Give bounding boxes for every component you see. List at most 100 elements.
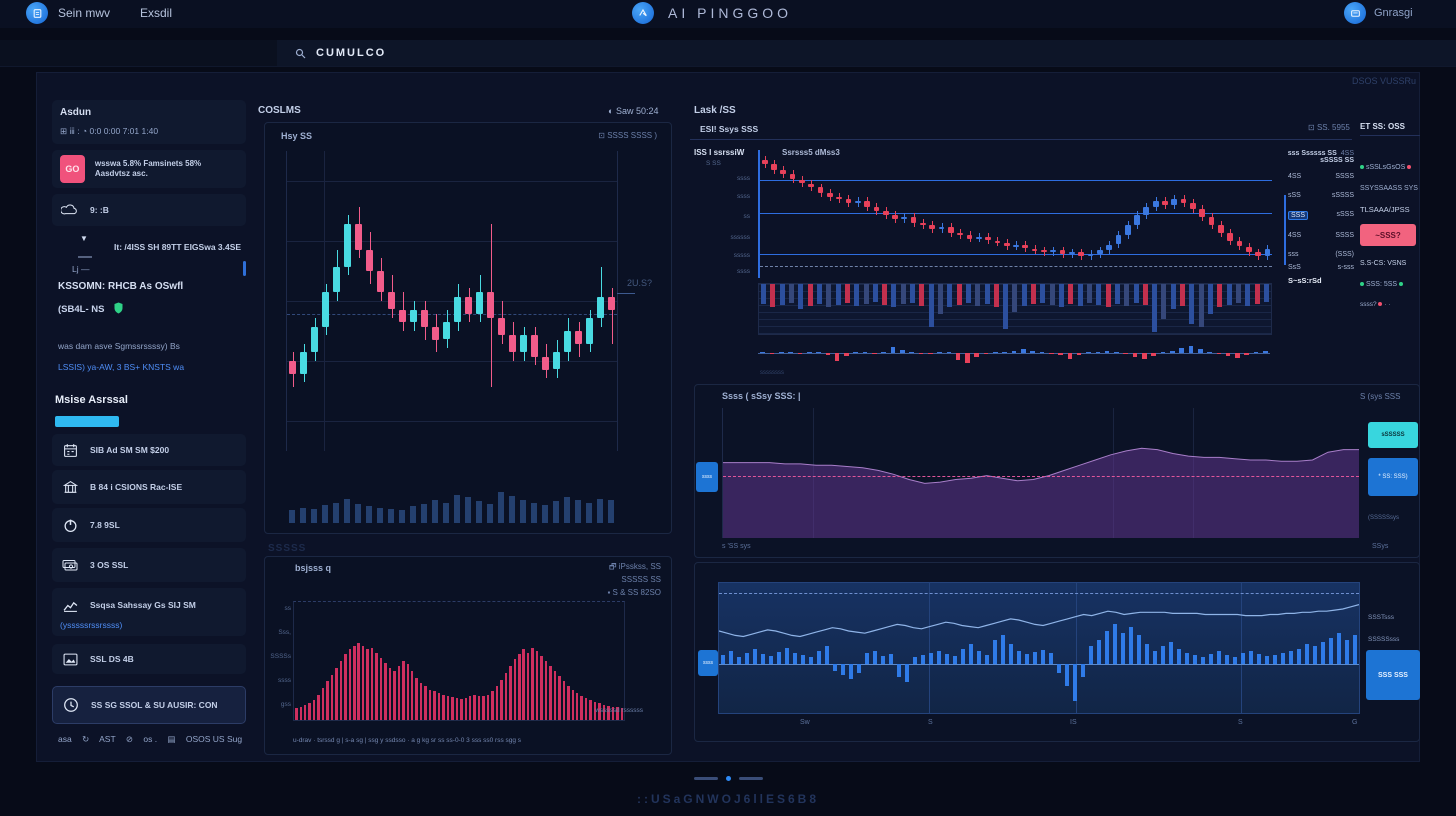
ps-val: SSSS bbox=[1335, 173, 1354, 180]
sidebar-item-label: SSL DS 4B bbox=[90, 654, 134, 664]
sidebar-cloud-item[interactable]: 9: :B bbox=[52, 194, 246, 226]
area-cyan-chip[interactable]: sSSSSS bbox=[1368, 422, 1418, 448]
sidebar-item-calendar[interactable]: SIB Ad SM SM $200 bbox=[52, 434, 246, 466]
search-bar-row: CUMULCO bbox=[0, 40, 1456, 67]
sidebar-item-chart[interactable]: Ssqsa Sahssay Gs SIJ SM (ysssssrssrssss) bbox=[52, 588, 246, 636]
price-scale-h1: sss Ssssss SS bbox=[1288, 150, 1337, 157]
area-chip-sub: (SSSSSsys bbox=[1368, 515, 1399, 521]
sidebar-item-sublink[interactable]: (ysssssrssrssss) bbox=[60, 620, 246, 630]
camera-icon[interactable]: ⊡ bbox=[598, 131, 605, 140]
sidebar-badge-line: (SB4L- NS bbox=[58, 302, 124, 315]
meta-line2: SSSSS SS bbox=[607, 575, 661, 584]
nav-item-2[interactable]: Exsdil bbox=[140, 6, 172, 20]
profile-label[interactable]: Gnrasgi bbox=[1374, 7, 1413, 19]
footer-watermark: ::USaGNWOJ6llES6B8 bbox=[0, 792, 1456, 806]
price-scale-row: sss(SSS) bbox=[1288, 251, 1354, 258]
candlestick-card-right-text: SSSS SSSS ) bbox=[607, 131, 657, 140]
search-input[interactable]: CUMULCO bbox=[277, 40, 1456, 66]
order-header: ET SS: OSS bbox=[1360, 122, 1420, 136]
right-subheader[interactable]: ESI! Ssys SSS bbox=[700, 124, 758, 134]
pagination-dot-active[interactable] bbox=[726, 776, 731, 781]
right-oscillator-plot bbox=[758, 338, 1270, 368]
right-col-left[interactable]: ISS I ssrssiW bbox=[694, 148, 744, 157]
sell-button[interactable]: ~SSS? bbox=[1360, 224, 1416, 246]
block-icon[interactable]: ⊘ bbox=[126, 734, 133, 744]
sidebar-item-clock[interactable]: SS SG SSOL & SU AUSIR: CON bbox=[52, 686, 246, 724]
candlestick-card-actions[interactable]: ⊡ SSSS SSSS ) bbox=[598, 131, 657, 140]
y-axis-label: ssss bbox=[267, 677, 291, 684]
divider bbox=[690, 139, 1352, 140]
clock-icon bbox=[61, 695, 81, 715]
clock-small-icon: ◔ bbox=[82, 126, 87, 136]
center-toolbar[interactable]: ◐ Saw 50:24 bbox=[608, 106, 658, 116]
y-axis-label: ss bbox=[267, 605, 291, 612]
window-icon[interactable]: 🗗 bbox=[609, 562, 617, 571]
pagination-dash[interactable] bbox=[739, 777, 763, 780]
sidebar-footer-row: asa ↻ AST ⊘ os . ▤ OSOS US Sug bbox=[58, 734, 242, 745]
refresh-icon[interactable]: ↻ bbox=[82, 734, 89, 744]
brand-icon[interactable] bbox=[26, 2, 48, 24]
sidebar-section-card: Asdun ⊞ ⅲ : ◔ 0:0 0:00 7:01 1:40 bbox=[52, 100, 246, 144]
y-axis-label: ss bbox=[692, 213, 750, 220]
right-badge-text: SS. 5955 bbox=[1317, 123, 1350, 132]
chevron-down-icon: ▼ bbox=[80, 234, 88, 243]
area-plot bbox=[722, 408, 1359, 538]
main-candle-plot bbox=[286, 151, 618, 451]
nav-item-1[interactable]: Sein mwv bbox=[58, 6, 110, 20]
camera-icon[interactable]: ⊡ bbox=[1308, 123, 1315, 132]
go-card-label: wsswa 5.8% Famsinets 58% Aasdvtsz asc. bbox=[95, 159, 238, 180]
order-row-text: ssss? bbox=[1360, 301, 1377, 308]
order-row-3: TLSAAA/JPSS bbox=[1360, 205, 1420, 214]
footer-token: asa bbox=[58, 734, 72, 744]
cloud-icon bbox=[60, 200, 80, 220]
cloud-item-label: 9: :B bbox=[90, 205, 109, 215]
order-panel: ET SS: OSS sSSLsGsOS SSYSSAASS SYS TLSAA… bbox=[1360, 122, 1420, 308]
blue-right-text-1: SSSTsss bbox=[1368, 614, 1394, 621]
sidebar-item-label: SIB Ad SM SM $200 bbox=[90, 445, 169, 455]
sidebar-item-cash[interactable]: 3 OS SSL bbox=[52, 548, 246, 582]
y-axis-label: ssss bbox=[692, 193, 750, 200]
right-col-sub: S SS bbox=[706, 160, 721, 167]
sidebar-item-label: SS SG SSOL & SU AUSIR: CON bbox=[91, 700, 218, 710]
sidebar-go-card[interactable]: GO wsswa 5.8% Famsinets 58% Aasdvtsz asc… bbox=[52, 150, 246, 188]
momentum-x-axis: u-drav · tsrssd g | s-a sg | ssg y ssdss… bbox=[293, 737, 663, 744]
square-icon: ▪ bbox=[607, 588, 610, 597]
x-axis-label: IS bbox=[1070, 719, 1077, 726]
ps-val: (SSS) bbox=[1335, 251, 1354, 258]
red-dot-icon bbox=[1407, 165, 1411, 169]
x-axis-label: Sw bbox=[800, 719, 810, 726]
area-blue-chip[interactable]: * SS: SSS) bbox=[1368, 458, 1418, 496]
sidebar-scrollbar[interactable] bbox=[243, 261, 246, 276]
main-volume-plot bbox=[286, 459, 616, 523]
momentum-note: wsssssd rssssss bbox=[595, 707, 643, 714]
order-row-1: sSSLsGsOS bbox=[1360, 164, 1420, 171]
price-scale: sss Ssssss SS 4SS sSSSS SS 4SSSSSS sSSsS… bbox=[1288, 150, 1354, 285]
sidebar-headline: KSSOMN: RHCB As OSwfl bbox=[58, 281, 183, 292]
order-row-6: ssss? · · bbox=[1360, 301, 1420, 308]
footer-token: os . bbox=[143, 734, 157, 744]
app-root: Sein mwv Exsdil AI PINGGOO Gnrasgi CUMUL… bbox=[0, 0, 1456, 816]
price-scale-h2: sSSSS SS bbox=[1320, 157, 1354, 164]
blue-plot bbox=[718, 582, 1360, 714]
y-axis-label: ssss bbox=[692, 175, 750, 182]
x-axis-label: G bbox=[1352, 719, 1357, 726]
blue-left-chip[interactable]: ssss bbox=[698, 650, 718, 676]
sidebar-item-image[interactable]: SSL DS 4B bbox=[52, 644, 246, 674]
profile-icon[interactable] bbox=[1344, 2, 1366, 24]
price-scale-row-highlighted[interactable]: SSS sSSS bbox=[1288, 211, 1354, 220]
price-scale-chip: 4SS bbox=[1341, 150, 1354, 157]
pagination-dash[interactable] bbox=[694, 777, 718, 780]
sidebar-paragraph: was dam asve Sgmssrssssy) Bs bbox=[58, 341, 180, 351]
sidebar-link[interactable]: LSSIS) ya-AW, 3 BS+ KNSTS wa bbox=[58, 362, 184, 372]
sidebar-item-power[interactable]: 7.8 9SL bbox=[52, 508, 246, 542]
area-left-chip[interactable]: ssss bbox=[696, 462, 718, 492]
price-tick bbox=[617, 293, 635, 294]
sidebar-item-label: Ssqsa Sahssay Gs SIJ SM bbox=[90, 600, 196, 610]
sidebar-item-bank[interactable]: B 84 i CSIONS Rac-ISE bbox=[52, 470, 246, 504]
right-panel-title: Lask /SS bbox=[694, 105, 736, 116]
page-icon[interactable]: ▤ bbox=[167, 734, 175, 744]
price-scale-footer: S~sS:rSd bbox=[1288, 276, 1354, 285]
expander-label: It: /4ISS SH 89TT EIGSwa 3.4SE bbox=[114, 242, 241, 252]
blue-action-button[interactable]: SSS SSS bbox=[1366, 650, 1420, 700]
expander-sub: Lj — bbox=[72, 264, 89, 274]
